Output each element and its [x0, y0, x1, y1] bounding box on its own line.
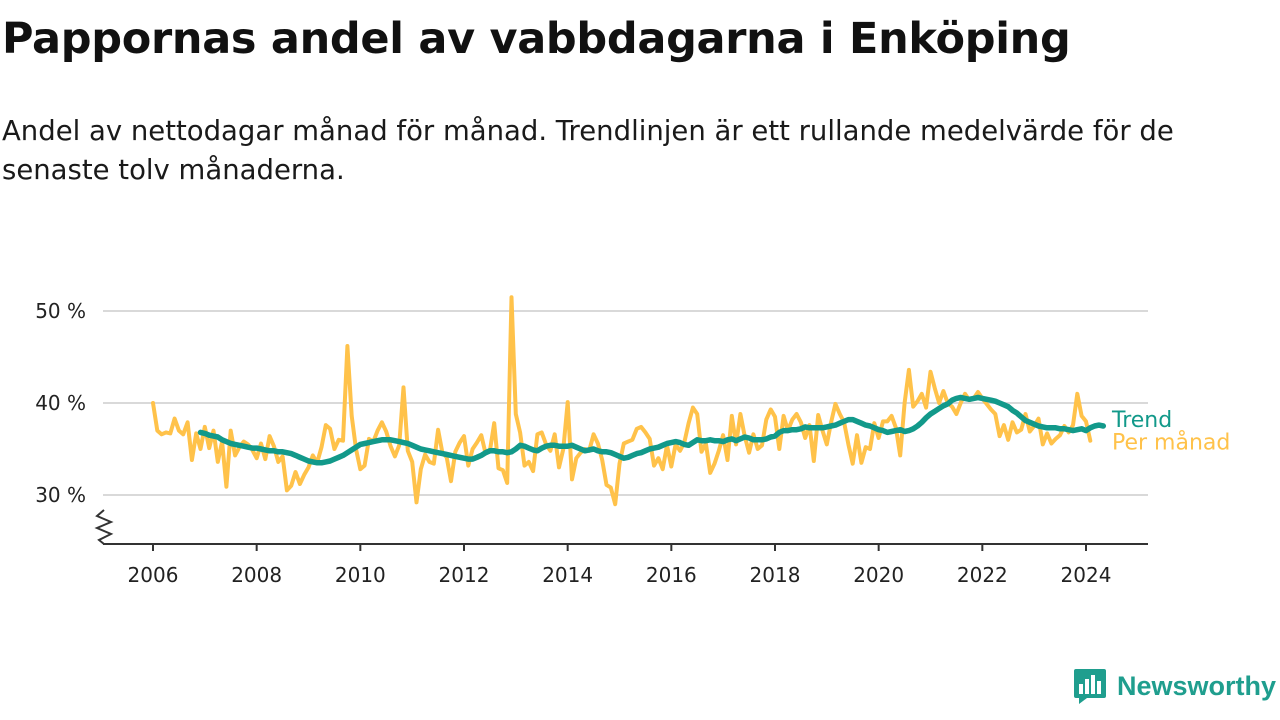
- x-tick-label: 2018: [750, 563, 801, 587]
- y-tick-label: 40 %: [35, 391, 86, 415]
- x-tick-label: 2024: [1061, 563, 1112, 587]
- x-tick-label: 2016: [646, 563, 697, 587]
- series-line-trend: [197, 394, 1107, 466]
- y-tick-label: 50 %: [35, 299, 86, 323]
- series: [151, 295, 1107, 507]
- legend-label-trend: Trend: [1111, 408, 1172, 433]
- series-line-per-manad: [151, 295, 1093, 507]
- x-tick-label: 2022: [957, 563, 1008, 587]
- gridlines: [103, 310, 1148, 496]
- x-tick-label: 2008: [231, 563, 282, 587]
- x-tick-label: 2020: [853, 563, 904, 587]
- y-tick-label: 30 %: [35, 483, 86, 507]
- x-tick-label: 2014: [542, 563, 593, 587]
- x-tick-label: 2010: [335, 563, 386, 587]
- newsworthy-logo-icon: [1074, 669, 1106, 704]
- chart-title: Pappornas andel av vabbdagarna i Enköpin…: [2, 14, 1071, 64]
- newsworthy-logo: Newsworthy: [1073, 666, 1276, 706]
- chart-subtitle: Andel av nettodagar månad för månad. Tre…: [2, 115, 1174, 186]
- axis-break-marker: [94, 509, 114, 545]
- x-tick-label: 2006: [128, 563, 179, 587]
- x-tick-label: 2012: [439, 563, 490, 587]
- x-axis: 2006 2008 2010 2012 2014 2016 2018 2020 2022 2024: [103, 543, 1148, 587]
- y-axis: 30 % 40 % 50 %: [35, 299, 114, 545]
- legend-label-per-manad: Per månad: [1112, 430, 1230, 456]
- brand-name: Newsworthy: [1117, 670, 1277, 701]
